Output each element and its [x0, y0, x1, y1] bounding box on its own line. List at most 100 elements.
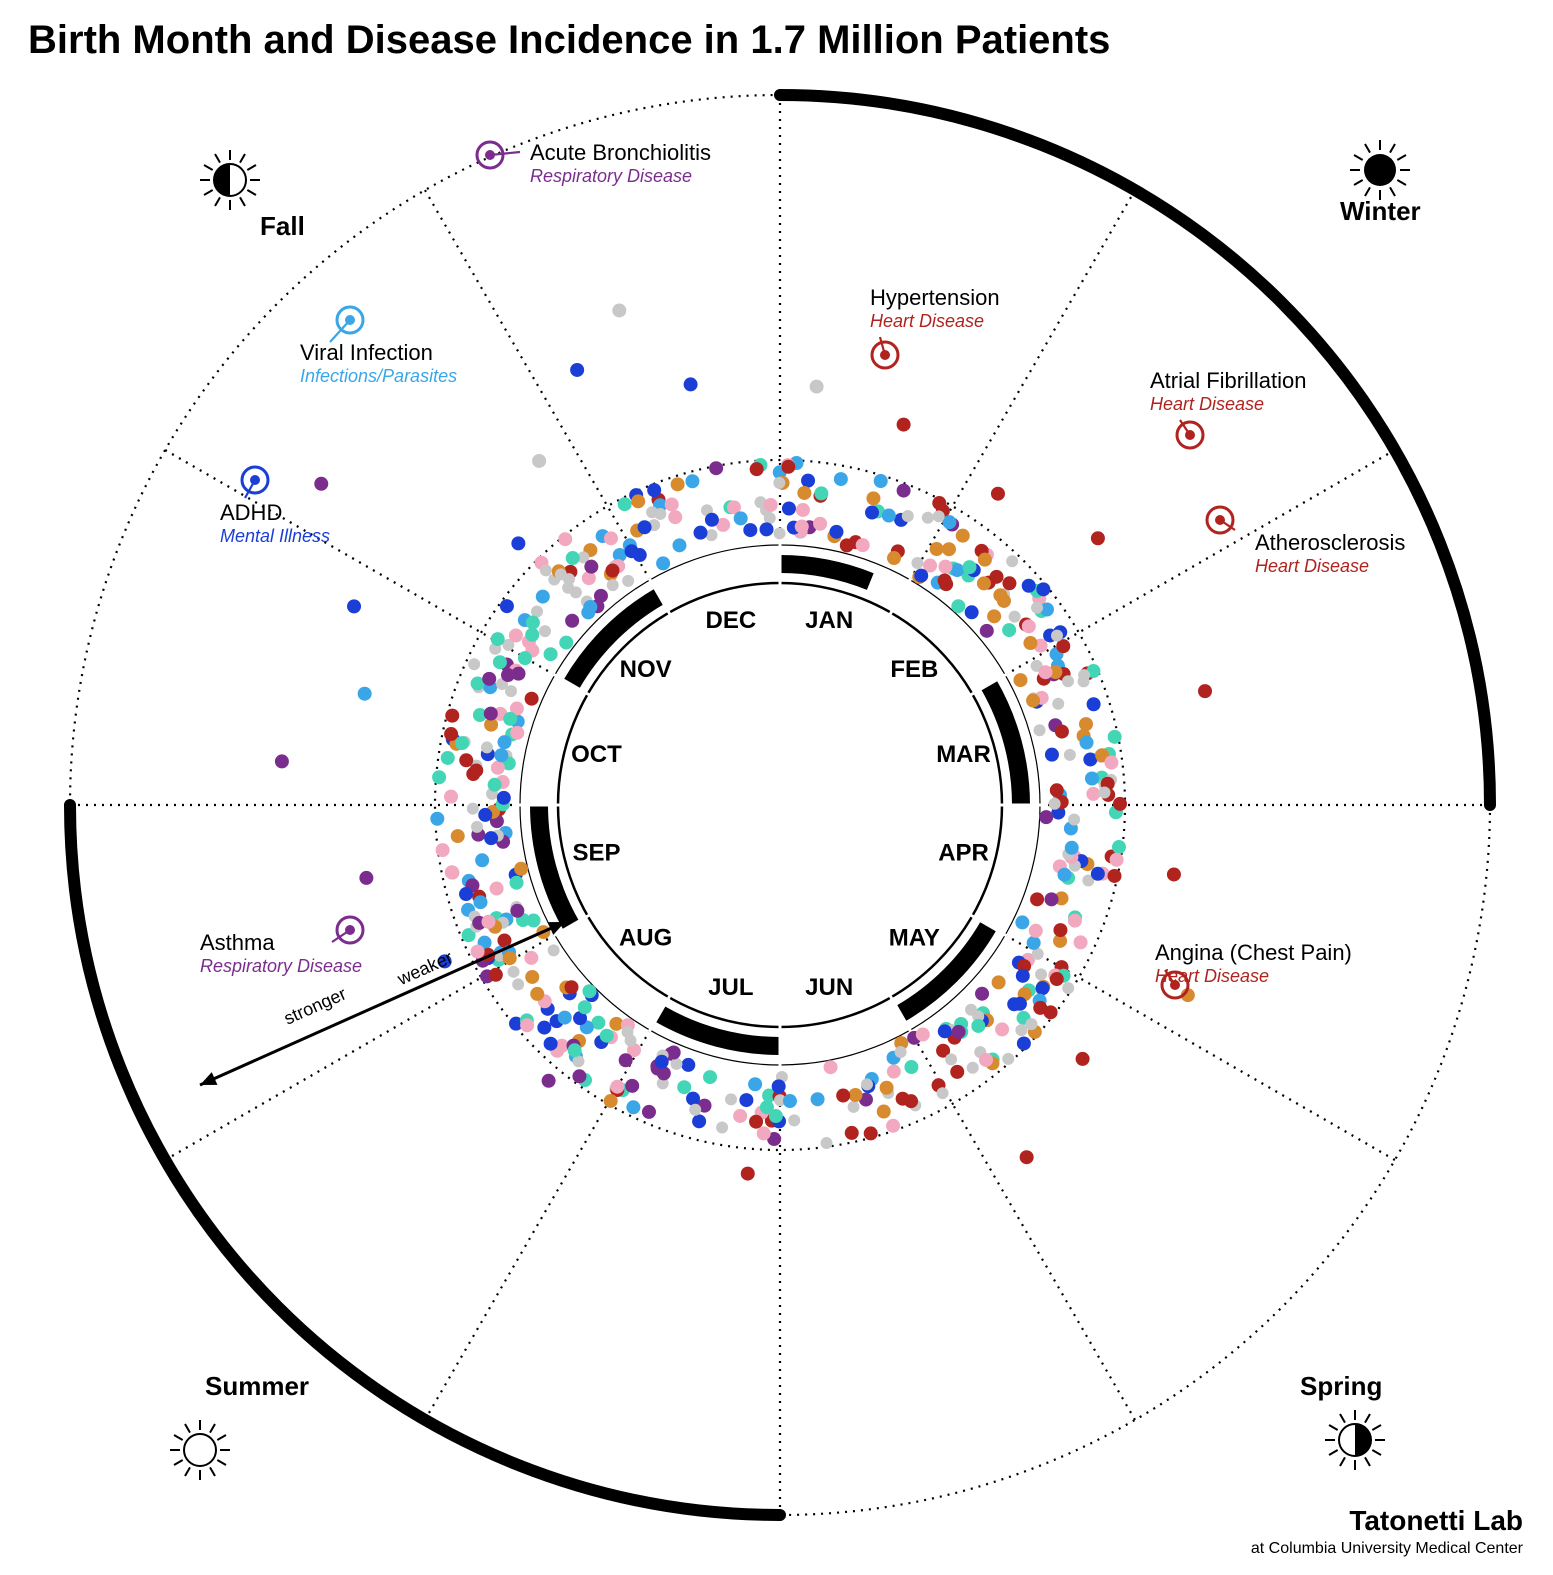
month-thick-arc: [780, 564, 870, 582]
data-dot: [619, 1053, 633, 1067]
season-summer: Summer: [170, 1371, 309, 1480]
credit-lab: Tatonetti Lab: [1349, 1505, 1523, 1536]
callout: ADHDMental Illness: [220, 467, 330, 546]
data-dot: [626, 1100, 640, 1114]
data-dot: [848, 1088, 862, 1102]
data-dot: [686, 1092, 700, 1106]
data-dot: [631, 494, 645, 508]
data-dot: [657, 1066, 671, 1080]
data-dot: [314, 477, 328, 491]
callout-marker-dot: [485, 150, 495, 160]
month-label: JUL: [708, 974, 753, 1001]
data-dot: [801, 474, 815, 488]
data-dot: [607, 579, 619, 591]
data-dot: [540, 564, 552, 576]
data-dot: [469, 763, 483, 777]
callout: Atrial FibrillationHeart Disease: [1150, 368, 1307, 448]
outer-solid-arc: [70, 805, 780, 1515]
data-dot: [1068, 914, 1082, 928]
data-dot: [741, 1167, 755, 1181]
data-dot: [1013, 673, 1027, 687]
data-dot: [1104, 756, 1118, 770]
data-dot: [490, 882, 504, 896]
data-dot: [1002, 576, 1016, 590]
data-dot: [672, 538, 686, 552]
data-dot: [525, 970, 539, 984]
data-dot: [510, 726, 524, 740]
data-dot: [836, 1089, 850, 1103]
inner-ring-outer: [520, 545, 1040, 1065]
data-dot: [1030, 892, 1044, 906]
season-spring: Spring: [1300, 1371, 1385, 1470]
data-dot: [610, 1080, 624, 1094]
data-dot: [1107, 869, 1121, 883]
callout-name: Atrial Fibrillation: [1150, 368, 1307, 393]
axis-label-weaker: weaker: [394, 947, 456, 989]
data-dot: [481, 741, 493, 753]
data-dot: [1006, 555, 1018, 567]
data-dot: [887, 551, 901, 565]
data-dot: [782, 501, 796, 515]
data-dot: [570, 363, 584, 377]
data-dot: [834, 472, 848, 486]
data-dot: [1036, 981, 1050, 995]
data-dot: [965, 605, 979, 619]
data-dot: [942, 542, 956, 556]
data-dot: [829, 525, 843, 539]
data-dot: [1020, 1150, 1034, 1164]
callout-category: Heart Disease: [1155, 966, 1269, 986]
chart-title: Birth Month and Disease Incidence in 1.7…: [28, 18, 1110, 63]
data-dot: [709, 461, 723, 475]
data-dot: [952, 1025, 966, 1039]
data-dot: [922, 512, 934, 524]
data-dot: [1023, 636, 1037, 650]
data-dot: [821, 1137, 833, 1149]
data-dot: [444, 790, 458, 804]
callout-category: Respiratory Disease: [200, 956, 362, 976]
data-dot: [459, 753, 473, 767]
data-dot: [677, 1080, 691, 1094]
data-dot: [938, 560, 952, 574]
data-dot: [572, 1069, 586, 1083]
callout-marker-dot: [345, 925, 355, 935]
data-dot: [1078, 669, 1090, 681]
data-dot: [671, 477, 685, 491]
data-dot: [625, 544, 639, 558]
data-dot: [810, 380, 824, 394]
data-dot: [864, 1126, 878, 1140]
data-dot: [757, 1126, 771, 1140]
data-dot: [1085, 772, 1099, 786]
data-dot: [670, 1058, 682, 1070]
data-dot: [1029, 924, 1043, 938]
data-dot: [667, 1045, 681, 1059]
data-dot: [1050, 972, 1064, 986]
data-dot: [511, 536, 525, 550]
data-dot: [1034, 724, 1046, 736]
polar-chart: JANFEBMARAPRMAYJUNJULAUGSEPOCTNOVDECAcut…: [0, 0, 1553, 1575]
data-dot: [512, 978, 524, 990]
data-dot: [1091, 867, 1105, 881]
data-dot: [716, 1121, 728, 1133]
season-label: Fall: [260, 211, 305, 241]
data-dot: [788, 1114, 800, 1126]
season-label: Spring: [1300, 1371, 1382, 1401]
callout-marker-dot: [345, 315, 355, 325]
data-dot: [459, 887, 473, 901]
data-dot: [559, 636, 573, 650]
data-dot: [1108, 730, 1122, 744]
data-dot: [501, 668, 515, 682]
data-dot: [536, 590, 550, 604]
data-dot: [565, 980, 579, 994]
data-dot: [494, 748, 508, 762]
data-dot: [444, 727, 458, 741]
data-dot: [848, 1101, 860, 1113]
data-dot: [1025, 1018, 1037, 1030]
data-dot: [764, 498, 778, 512]
data-dot: [548, 944, 560, 956]
data-dot: [813, 517, 827, 531]
data-dot: [939, 577, 953, 591]
data-dot: [537, 1021, 551, 1035]
data-dot: [750, 462, 764, 476]
data-dot: [1055, 725, 1069, 739]
data-dot: [1091, 531, 1105, 545]
